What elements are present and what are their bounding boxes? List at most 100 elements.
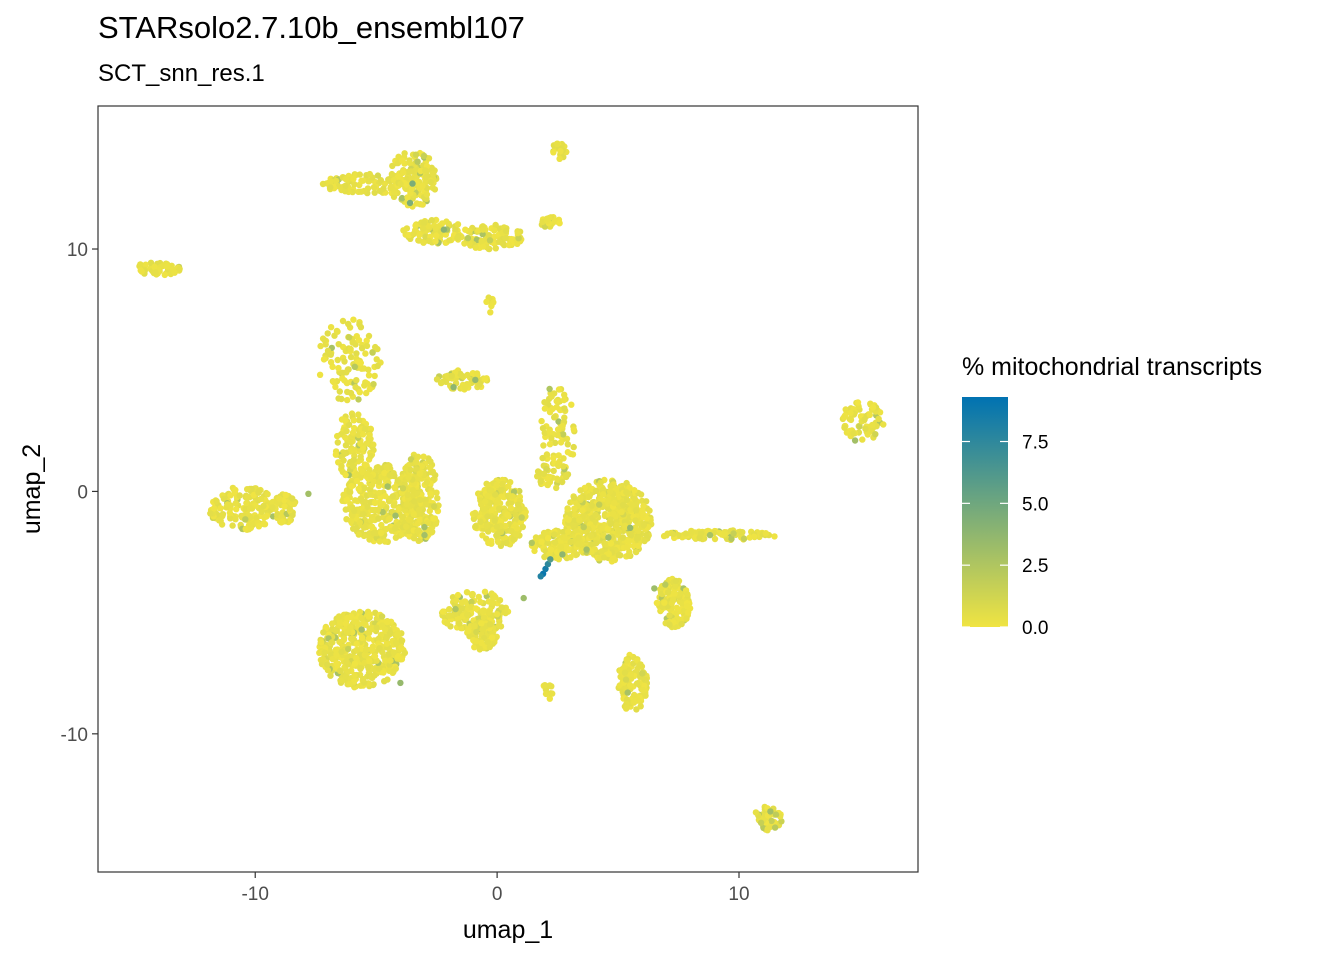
cell-point	[171, 269, 178, 276]
cell-point	[350, 316, 357, 323]
cell-point	[559, 551, 566, 558]
cell-point	[685, 609, 692, 616]
cell-point	[543, 451, 551, 458]
cell-point	[487, 309, 494, 316]
cell-point	[475, 593, 482, 601]
cell-point	[390, 193, 398, 200]
cell-point	[637, 703, 644, 710]
cell-point	[415, 506, 423, 514]
cell-point	[364, 663, 372, 671]
cell-point	[627, 524, 634, 531]
cell-point	[458, 599, 466, 606]
cell-point	[489, 634, 496, 641]
cell-point	[317, 342, 324, 350]
cell-point	[348, 483, 355, 490]
cell-point	[413, 200, 421, 207]
cell-point	[859, 436, 866, 443]
cell-point	[633, 500, 640, 508]
cell-point	[439, 608, 447, 615]
cell-point	[416, 496, 424, 503]
cell-point	[483, 298, 490, 305]
cell-point	[627, 532, 634, 539]
cell-point	[557, 147, 564, 155]
cell-point	[489, 599, 496, 606]
cell-point	[596, 501, 603, 508]
cell-point	[613, 522, 620, 529]
cell-point	[137, 261, 144, 268]
cell-point	[365, 366, 372, 373]
y-axis-label: umap_2	[18, 444, 46, 534]
cell-point	[410, 230, 417, 238]
cell-point	[639, 670, 646, 677]
cell-point	[607, 520, 614, 527]
cell-point	[541, 399, 548, 406]
cell-point	[350, 456, 357, 463]
cell-point	[851, 437, 859, 444]
x-tick-label: 0	[492, 884, 503, 905]
cell-point	[458, 372, 466, 380]
cell-point	[586, 493, 593, 500]
x-axis: -10 0 10	[241, 872, 750, 905]
cell-point	[374, 172, 382, 179]
cell-point	[371, 499, 379, 506]
cell-point	[347, 389, 355, 397]
cell-point	[357, 359, 364, 367]
cell-point	[505, 483, 512, 490]
cell-point	[383, 640, 390, 647]
cell-point	[771, 533, 778, 540]
cell-point	[866, 411, 873, 419]
cell-point	[345, 366, 352, 373]
cell-point	[353, 654, 360, 662]
cell-point	[232, 516, 239, 523]
cell-point	[381, 180, 389, 187]
points-layer	[136, 140, 887, 834]
cell-point	[567, 554, 574, 561]
cell-point	[682, 530, 689, 537]
cell-point	[537, 573, 544, 580]
cell-point	[328, 639, 335, 646]
cell-point	[664, 589, 672, 596]
cell-point	[147, 259, 155, 266]
cell-point	[547, 546, 555, 553]
cell-point	[335, 613, 343, 620]
cell-point	[485, 539, 492, 547]
cell-point	[588, 502, 595, 509]
cell-point	[403, 501, 410, 508]
cell-point	[363, 337, 370, 344]
cell-point	[623, 488, 630, 496]
cell-point	[564, 449, 572, 456]
cell-point	[407, 168, 415, 175]
cell-point	[561, 391, 568, 398]
cell-point	[381, 492, 389, 500]
cell-point	[355, 411, 362, 418]
cell-point	[370, 529, 378, 537]
chart-title: STARsolo2.7.10b_ensembl107	[98, 10, 525, 45]
cell-point	[138, 268, 145, 275]
cell-point	[164, 263, 171, 270]
cell-point	[739, 529, 746, 536]
cell-point	[567, 538, 574, 546]
cell-point	[375, 515, 382, 522]
cell-point	[399, 157, 406, 164]
cell-point	[505, 241, 513, 249]
cell-point	[728, 535, 735, 543]
cell-point	[556, 155, 563, 162]
cell-point	[472, 244, 479, 251]
cell-point	[321, 649, 328, 656]
cell-point	[408, 185, 416, 192]
cell-point	[850, 430, 857, 437]
cell-point	[378, 521, 385, 529]
cell-point	[623, 704, 630, 711]
cell-point	[213, 498, 220, 505]
cell-point	[642, 692, 649, 699]
cell-point	[854, 399, 862, 406]
cell-point	[353, 646, 361, 654]
cell-point	[555, 556, 562, 563]
cell-point	[335, 395, 342, 402]
cell-point	[501, 241, 508, 249]
cell-point	[504, 511, 511, 518]
cell-point	[392, 512, 399, 519]
cell-point	[352, 497, 359, 504]
cell-point	[479, 226, 487, 233]
cell-point	[416, 231, 423, 239]
